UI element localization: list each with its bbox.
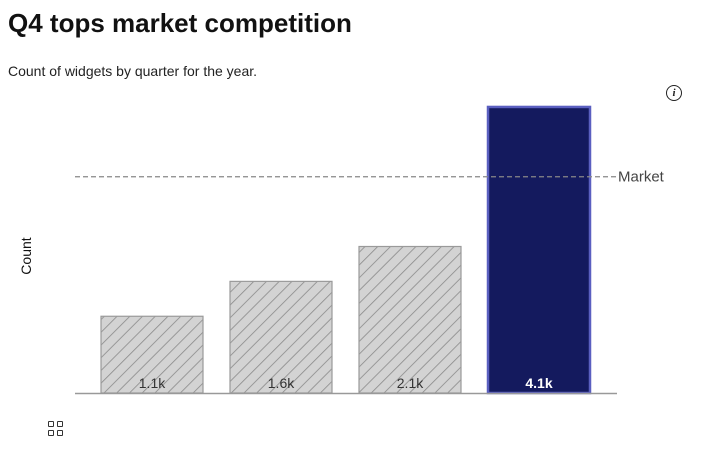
bar-label-q3: 2.1k bbox=[397, 375, 424, 391]
info-icon: i bbox=[672, 87, 676, 99]
page-title: Q4 tops market competition bbox=[8, 8, 352, 38]
page-subtitle: Count of widgets by quarter for the year… bbox=[8, 63, 258, 79]
bar-q4[interactable] bbox=[486, 105, 592, 395]
reference-line-label: Market bbox=[618, 169, 665, 186]
y-axis-label: Count bbox=[18, 237, 34, 274]
grid-view-button[interactable] bbox=[46, 419, 66, 439]
bar-label-q4: 4.1k bbox=[525, 375, 552, 391]
bar-q1[interactable] bbox=[100, 315, 204, 394]
bar-label-q1: 1.1k bbox=[139, 375, 166, 391]
bar-q3[interactable] bbox=[358, 245, 462, 394]
info-button[interactable]: i bbox=[666, 85, 682, 101]
bar-label-q2: 1.6k bbox=[268, 375, 295, 391]
grid-icon bbox=[48, 421, 54, 427]
